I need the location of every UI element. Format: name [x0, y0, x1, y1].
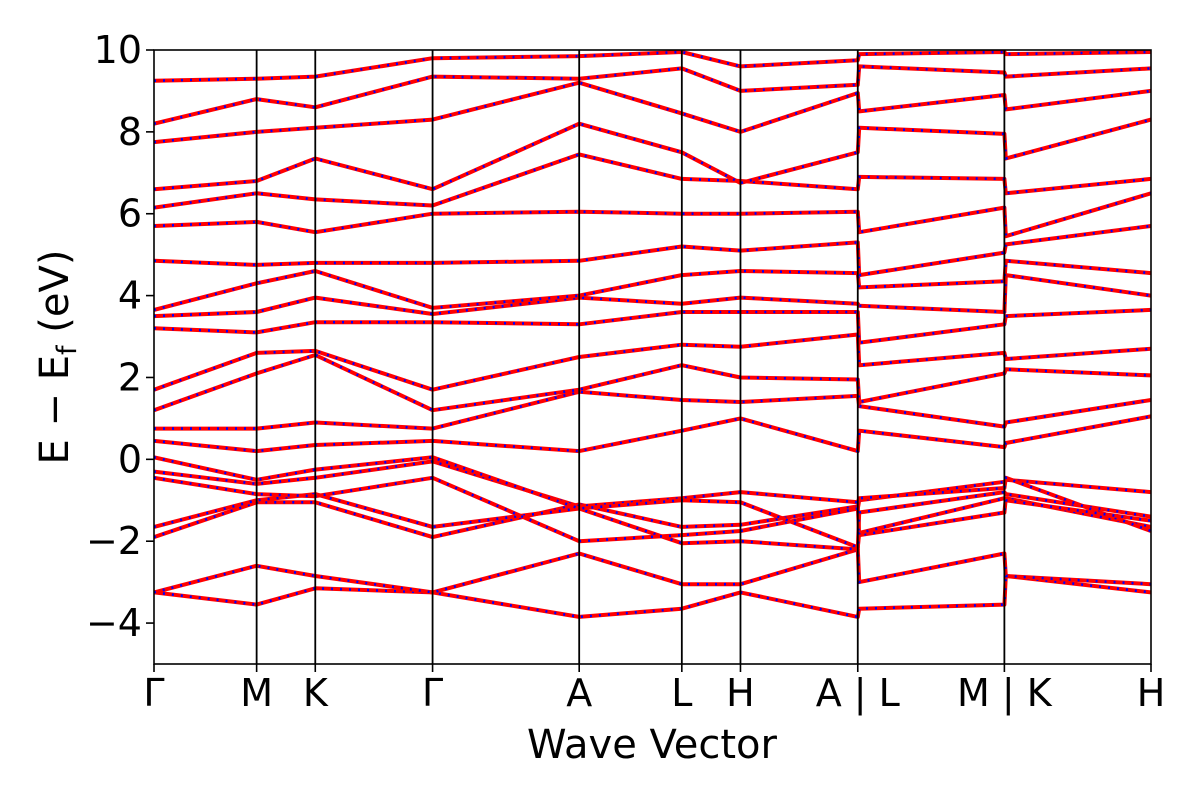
y-axis-label-subscript: f: [52, 344, 83, 355]
band-line-blue-12: [154, 273, 1151, 318]
band-line-red-10: [154, 332, 1151, 392]
band-line-red-9: [154, 353, 1151, 413]
band-line-blue-6: [154, 455, 1151, 550]
bands-layer: [154, 50, 1151, 619]
x-axis-label: Wave Vector: [527, 722, 778, 768]
band-line-blue-20: [154, 50, 1151, 82]
band-line-blue-18: [154, 81, 1151, 144]
x-tick-label: H: [726, 671, 755, 715]
y-tick-label: 6: [118, 192, 142, 236]
x-tick-label: Γ: [422, 671, 443, 715]
band-line-red-11: [154, 307, 1151, 345]
y-tick-label: −4: [86, 601, 142, 645]
x-tick-label: A | L: [816, 671, 900, 716]
band-line-red-8: [154, 389, 1151, 431]
x-tick-label: M: [240, 671, 273, 715]
y-tick-label: 0: [118, 437, 142, 481]
x-tick-label: K: [303, 671, 329, 715]
y-axis-ticks: −4 −2 0 2 4 6 8 10: [86, 28, 154, 645]
y-axis-label-main: E − E: [32, 355, 78, 465]
x-tick-label: L: [671, 671, 692, 715]
band-line-blue-9: [154, 353, 1151, 412]
y-tick-label: 2: [118, 355, 142, 399]
x-tick-label: H: [1137, 671, 1166, 715]
y-tick-label: −2: [86, 519, 142, 563]
y-axis-label-unit: (eV): [32, 250, 78, 346]
plot-frame: [153, 49, 1152, 665]
band-line-red-20: [154, 50, 1151, 83]
band-line-red-1: [154, 547, 1151, 595]
band-line-blue-19: [154, 65, 1151, 125]
y-tick-label: 10: [94, 28, 142, 72]
y-tick-label: 8: [118, 110, 142, 154]
band-line-blue-10: [154, 333, 1151, 392]
band-line-blue-14: [154, 224, 1151, 277]
band-line-red-7: [154, 414, 1151, 454]
y-tick-label: 4: [118, 274, 142, 318]
band-line-red-0: [154, 574, 1151, 619]
x-tick-label: Γ: [143, 671, 164, 715]
band-line-blue-0: [154, 574, 1151, 619]
kpath-lines: [255, 50, 1006, 664]
y-axis-label: E − Ef (eV): [32, 250, 83, 465]
x-tick-label: A: [566, 671, 592, 715]
x-tick-label: M | K: [957, 671, 1053, 716]
band-line-blue-15: [154, 192, 1151, 238]
band-line-red-14: [154, 224, 1151, 278]
